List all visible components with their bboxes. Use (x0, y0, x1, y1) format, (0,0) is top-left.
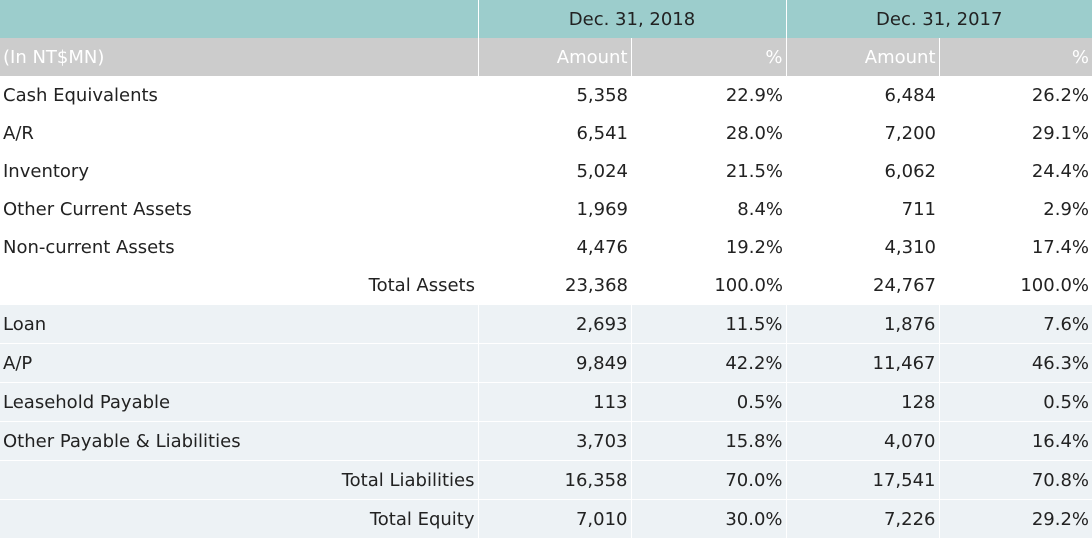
table-row: A/P 9,849 42.2% 11,467 46.3% (0, 343, 1092, 383)
percent-2018-cell: 0.5% (631, 382, 787, 422)
amount-2017-cell: 6,062 (884, 160, 936, 182)
row-label: Leasehold Payable (0, 382, 479, 422)
amount-2017-cell: 7,200 (884, 122, 936, 144)
percent-2018-cell: 15.8% (631, 421, 787, 461)
percent-2018-header: % (631, 38, 787, 76)
table-row: A/R 6,541 28.0% 7,200 29.1% (0, 114, 1092, 152)
amount-2017-cell: 24,767 (873, 274, 936, 296)
amount-2018-cell: 3,703 (478, 421, 632, 461)
period-header-row: Dec. 31, 2018 Dec. 31, 2017 (0, 0, 1092, 38)
percent-2017-cell: 26.2% (1031, 84, 1089, 106)
percent-2018-cell: 70.0% (631, 460, 787, 500)
percent-2018-cell: 21.5% (725, 160, 783, 182)
row-label: Other Current Assets (3, 198, 192, 220)
amount-2018-cell: 7,010 (478, 499, 632, 538)
amount-2017-cell: 17,541 (786, 460, 940, 500)
amount-2018-cell: 2,693 (478, 304, 632, 344)
row-label: Cash Equivalents (3, 84, 158, 106)
row-label: Non-current Assets (3, 236, 175, 258)
percent-2017-cell: 100.0% (1020, 274, 1089, 296)
row-label: Loan (0, 304, 479, 344)
amount-2018-cell: 1,969 (576, 198, 628, 220)
table-row: Non-current Assets 4,476 19.2% 4,310 17.… (0, 228, 1092, 266)
amount-2018-cell: 23,368 (565, 274, 628, 296)
percent-2018-cell: 19.2% (725, 236, 783, 258)
amount-2017-header: Amount (786, 38, 940, 76)
amount-2018-cell: 9,849 (478, 343, 632, 383)
amount-2017-cell: 128 (786, 382, 940, 422)
amount-2018-cell: 5,358 (576, 84, 628, 106)
amount-2018-cell: 113 (478, 382, 632, 422)
percent-2017-cell: 17.4% (1031, 236, 1089, 258)
percent-2018-cell: 8.4% (737, 198, 783, 220)
table-row: Other Payable & Liabilities 3,703 15.8% … (0, 421, 1092, 461)
percent-2018-cell: 11.5% (631, 304, 787, 344)
percent-2018-cell: 30.0% (631, 499, 787, 538)
row-label: Inventory (3, 160, 89, 182)
percent-2017-cell: 24.4% (1031, 160, 1089, 182)
amount-2018-cell: 4,476 (576, 236, 628, 258)
amount-2017-cell: 711 (901, 198, 936, 220)
row-label: Total Assets (368, 274, 475, 296)
percent-2018-cell: 100.0% (714, 274, 783, 296)
row-label: Other Payable & Liabilities (0, 421, 479, 461)
percent-2017-cell: 29.2% (939, 499, 1092, 538)
total-row: Total Equity 7,010 30.0% 7,226 29.2% (0, 499, 1092, 538)
table-row: Other Current Assets 1,969 8.4% 711 2.9% (0, 190, 1092, 228)
percent-2017-header: % (939, 38, 1092, 76)
unit-label: (In NT$MN) (0, 38, 479, 76)
column-header-row: (In NT$MN) Amount % Amount % (0, 38, 1092, 76)
amount-2018-cell: 6,541 (576, 122, 628, 144)
percent-2017-cell: 29.1% (1031, 122, 1089, 144)
amount-2017-cell: 11,467 (786, 343, 940, 383)
header-blank-cell (0, 0, 479, 38)
amount-2018-cell: 16,358 (478, 460, 632, 500)
percent-2017-cell: 46.3% (939, 343, 1092, 383)
percent-2017-cell: 2.9% (1043, 198, 1089, 220)
amount-2018-header: Amount (478, 38, 632, 76)
amount-2017-cell: 6,484 (884, 84, 936, 106)
percent-2017-cell: 16.4% (939, 421, 1092, 461)
period-2018-header: Dec. 31, 2018 (477, 0, 786, 38)
percent-2017-cell: 0.5% (939, 382, 1092, 422)
percent-2017-cell: 70.8% (939, 460, 1092, 500)
table-row: Leasehold Payable 113 0.5% 128 0.5% (0, 382, 1092, 422)
period-2017-header: Dec. 31, 2017 (785, 0, 1092, 38)
total-row: Total Liabilities 16,358 70.0% 17,541 70… (0, 460, 1092, 500)
amount-2017-cell: 7,226 (786, 499, 940, 538)
row-label: A/R (3, 122, 34, 144)
percent-2018-cell: 42.2% (631, 343, 787, 383)
table-row: Cash Equivalents 5,358 22.9% 6,484 26.2% (0, 76, 1092, 114)
row-label: Total Liabilities (0, 460, 479, 500)
row-label: Total Equity (0, 499, 479, 538)
percent-2018-cell: 28.0% (725, 122, 783, 144)
table-row: Inventory 5,024 21.5% 6,062 24.4% (0, 152, 1092, 190)
row-label: A/P (0, 343, 479, 383)
percent-2018-cell: 22.9% (725, 84, 783, 106)
amount-2018-cell: 5,024 (576, 160, 628, 182)
percent-2017-cell: 7.6% (939, 304, 1092, 344)
table-row: Loan 2,693 11.5% 1,876 7.6% (0, 304, 1092, 344)
amount-2017-cell: 4,070 (786, 421, 940, 461)
total-row: Total Assets 23,368 100.0% 24,767 100.0% (0, 266, 1092, 305)
amount-2017-cell: 1,876 (786, 304, 940, 344)
amount-2017-cell: 4,310 (884, 236, 936, 258)
